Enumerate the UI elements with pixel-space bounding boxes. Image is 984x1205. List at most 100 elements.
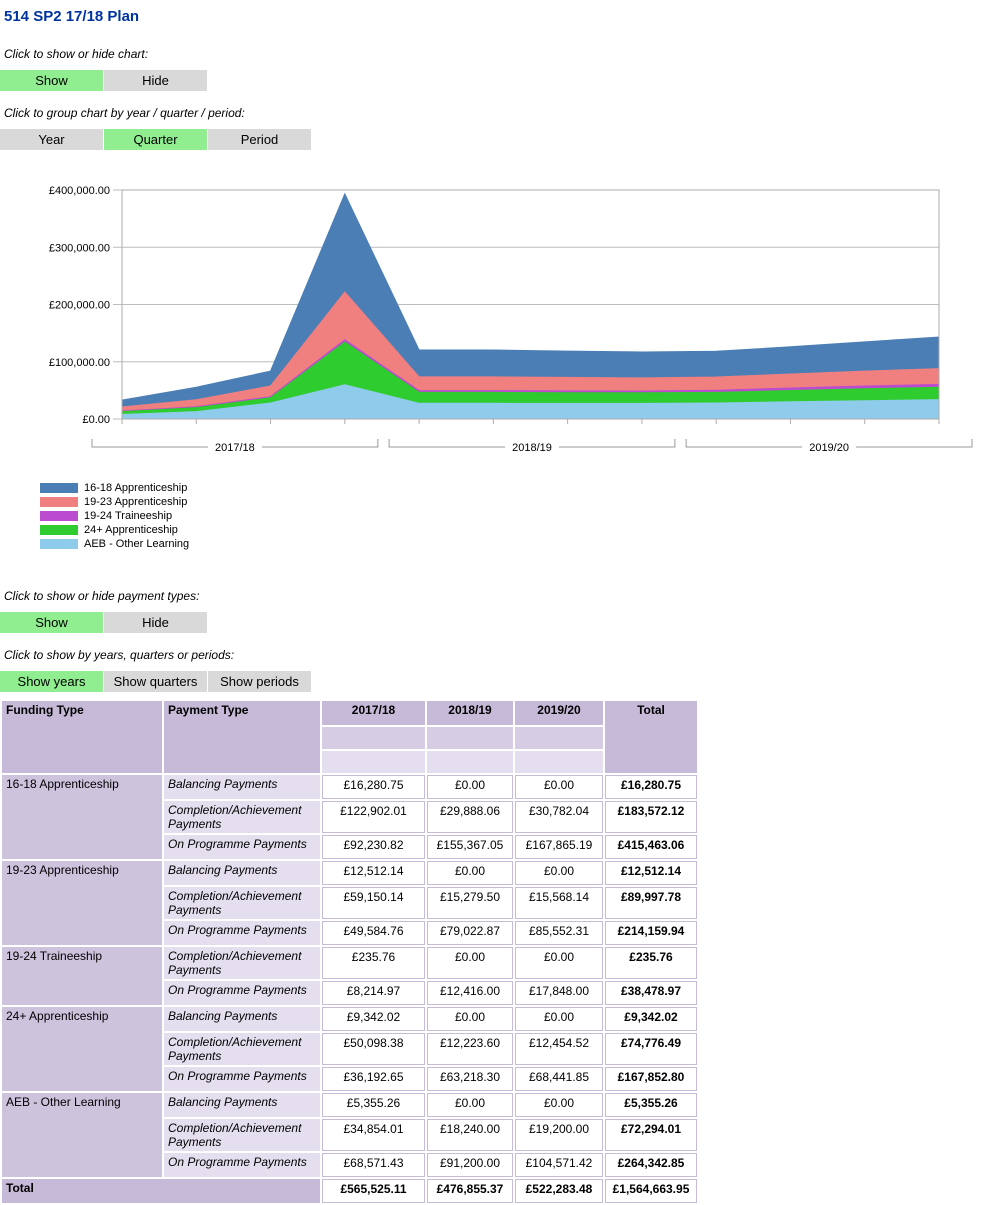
grand-total-cell: £1,564,663.95 [605, 1179, 697, 1203]
year-header-2017-18: 2017/18 [322, 701, 425, 725]
legend-swatch [40, 482, 78, 493]
legend-label: AEB - Other Learning [84, 537, 190, 550]
value-cell: £9,342.02 [322, 1007, 425, 1031]
payment-type-header: Payment Type [164, 701, 320, 773]
total-header: Total [605, 701, 697, 773]
quarter-subheader-cell [322, 727, 425, 749]
value-cell: £0.00 [427, 775, 513, 799]
row-total-cell: £89,997.78 [605, 887, 697, 919]
payment-type-cell: Completion/Achievement Payments [164, 1119, 320, 1151]
chart-legend: 16-18 Apprenticeship 19-23 Apprenticeship… [40, 481, 984, 550]
chart-area: £0.00 £100,000.00 £200,000.00 £300,000.00 £4… [0, 175, 984, 550]
funding-type-header: Funding Type [2, 701, 162, 773]
value-cell: £19,200.00 [515, 1119, 603, 1151]
x-axis-year-label: 2019/20 [809, 442, 849, 454]
row-total-cell: £38,478.97 [605, 981, 697, 1005]
table-group-button-group: Show years Show quarters Show periods [0, 671, 984, 692]
value-cell: £155,367.05 [427, 835, 513, 859]
value-cell: £68,571.43 [322, 1153, 425, 1177]
show-years-button[interactable]: Show years [0, 671, 103, 692]
y-axis-label: £0.00 [82, 414, 110, 426]
legend-swatch [40, 538, 78, 549]
show-chart-button[interactable]: Show [0, 70, 103, 91]
value-cell: £17,848.00 [515, 981, 603, 1005]
instruction-table-grouping: Click to show by years, quarters or peri… [4, 648, 235, 662]
table-row: AEB - Other Learning Balancing Payments £5… [2, 1093, 697, 1177]
legend-swatch [40, 524, 78, 535]
show-payment-types-button[interactable]: Show [0, 612, 103, 633]
page-title: 514 SP2 17/18 Plan [4, 8, 140, 25]
group-period-button[interactable]: Period [208, 129, 311, 150]
total-value-cell: £476,855.37 [427, 1179, 513, 1203]
table-row: 19-24 Traineeship Completion/Achievement … [2, 947, 697, 1005]
table-row: Completion/Achievement Payments £59,150.1… [2, 887, 697, 919]
row-total-cell: £214,159.94 [605, 921, 697, 945]
year-label-bg [505, 440, 559, 454]
funding-type-cell: AEB - Other Learning [2, 1093, 162, 1177]
value-cell: £16,280.75 [322, 775, 425, 799]
funding-type-cell: 19-24 Traineeship [2, 947, 162, 1005]
value-cell: £18,240.00 [427, 1119, 513, 1151]
y-axis-label: £100,000.00 [49, 357, 110, 369]
legend-item: AEB - Other Learning [40, 537, 984, 550]
payment-type-cell: On Programme Payments [164, 835, 320, 859]
value-cell: £0.00 [515, 861, 603, 885]
legend-item: 19-23 Apprenticeship [40, 495, 984, 508]
row-total-cell: £235.76 [605, 947, 697, 979]
value-cell: £50,098.38 [322, 1033, 425, 1065]
value-cell: £36,192.65 [322, 1067, 425, 1091]
funding-type-cell: 19-23 Apprenticeship [2, 861, 162, 945]
payment-type-cell: On Programme Payments [164, 981, 320, 1005]
payments-table: Funding Type Payment Type 2017/18 2018/1… [0, 699, 699, 1205]
legend-label: 16-18 Apprenticeship [84, 481, 188, 494]
table-row: On Programme Payments £49,584.76 £79,022.8… [2, 921, 697, 945]
row-total-cell: £72,294.01 [605, 1119, 697, 1151]
table-row: Completion/Achievement Payments £122,902.… [2, 801, 697, 833]
payment-toggle-button-group: Show Hide [0, 612, 984, 633]
value-cell: £122,902.01 [322, 801, 425, 833]
year-header-2018-19: 2018/19 [427, 701, 513, 725]
funding-type-cell: 16-18 Apprenticeship [2, 775, 162, 859]
value-cell: £34,854.01 [322, 1119, 425, 1151]
hide-payment-types-button[interactable]: Hide [104, 612, 207, 633]
value-cell: £12,416.00 [427, 981, 513, 1005]
table-row: On Programme Payments £92,230.82 £155,367.… [2, 835, 697, 859]
value-cell: £167,865.19 [515, 835, 603, 859]
group-year-button[interactable]: Year [0, 129, 103, 150]
payment-type-cell: Balancing Payments [164, 1007, 320, 1031]
value-cell: £0.00 [515, 1007, 603, 1031]
row-total-cell: £16,280.75 [605, 775, 697, 799]
value-cell: £92,230.82 [322, 835, 425, 859]
funding-type-cell: 24+ Apprenticeship [2, 1007, 162, 1091]
legend-label: 19-23 Apprenticeship [84, 495, 188, 508]
value-cell: £0.00 [427, 861, 513, 885]
y-axis-label: £300,000.00 [49, 242, 110, 254]
period-subheader-cell [515, 751, 603, 773]
value-cell: £29,888.06 [427, 801, 513, 833]
row-total-cell: £12,512.14 [605, 861, 697, 885]
payment-type-cell: Completion/Achievement Payments [164, 887, 320, 919]
x-axis-year-label: 2018/19 [512, 442, 552, 454]
chart-toggle-button-group: Show Hide [0, 70, 984, 91]
show-quarters-button[interactable]: Show quarters [104, 671, 207, 692]
group-quarter-button[interactable]: Quarter [104, 129, 207, 150]
total-value-cell: £565,525.11 [322, 1179, 425, 1203]
hide-chart-button[interactable]: Hide [104, 70, 207, 91]
payment-type-cell: On Programme Payments [164, 1153, 320, 1177]
payment-type-cell: On Programme Payments [164, 921, 320, 945]
stacked-area-chart: £0.00 £100,000.00 £200,000.00 £300,000.00 £4… [49, 185, 973, 454]
period-subheader-cell [427, 751, 513, 773]
year-header-2019-20: 2019/20 [515, 701, 603, 725]
y-axis-label: £400,000.00 [49, 185, 110, 197]
table-row: On Programme Payments £36,192.65 £63,218.3… [2, 1067, 697, 1091]
table-row: 16-18 Apprenticeship Balancing Payments £1… [2, 775, 697, 859]
show-periods-button[interactable]: Show periods [208, 671, 311, 692]
value-cell: £12,512.14 [322, 861, 425, 885]
row-total-cell: £167,852.80 [605, 1067, 697, 1091]
year-label-bg [207, 440, 262, 454]
payment-type-cell: Completion/Achievement Payments [164, 801, 320, 833]
payment-type-cell: Completion/Achievement Payments [164, 947, 320, 979]
chart-group-button-group: Year Quarter Period [0, 129, 984, 150]
total-value-cell: £522,283.48 [515, 1179, 603, 1203]
value-cell: £104,571.42 [515, 1153, 603, 1177]
